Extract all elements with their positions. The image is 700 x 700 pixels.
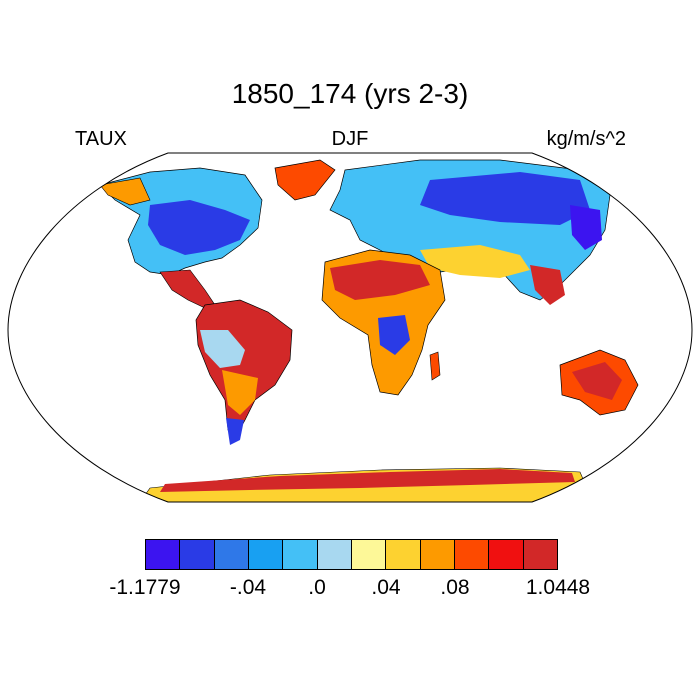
colorbar-swatch (214, 540, 249, 569)
colorbar-tick-label: -1.1779 (109, 576, 181, 599)
land-north-america-interior (148, 200, 250, 255)
units-label: kg/m/s^2 (546, 128, 626, 150)
land-antarctica-band (160, 469, 575, 492)
land-east-asia (570, 205, 602, 250)
colorbar-swatch (420, 540, 455, 569)
colorbar-swatch (180, 540, 215, 569)
colorbar-swatch (523, 540, 557, 569)
land-central-america (159, 269, 216, 309)
colorbar-tick-label: .08 (440, 576, 470, 599)
colorbar-swatch (386, 540, 421, 569)
land-alaska (99, 177, 151, 206)
colorbar-swatch (454, 540, 490, 569)
colorbar-swatch (248, 540, 284, 569)
season-label: DJF (331, 128, 369, 150)
colorbar-tick-label: -.04 (229, 576, 267, 599)
colorbar (145, 539, 558, 570)
colorbar-swatch (283, 540, 318, 569)
colorbar-swatch (317, 540, 352, 569)
map-outline (7, 152, 693, 503)
colorbar-swatch (489, 540, 524, 569)
land-asia-south (420, 245, 530, 278)
land-greenland (274, 159, 336, 201)
land-patagonia (226, 418, 244, 445)
colorbar-tick-label: .0 (308, 576, 326, 599)
colorbar-swatch (146, 540, 181, 569)
colorbar-tick-label: 1.0448 (525, 576, 591, 599)
colorbar-swatch (351, 540, 387, 569)
land-central-africa (378, 315, 410, 355)
variable-label: TAUX (75, 128, 127, 150)
land-south-america-west (200, 330, 245, 368)
colorbar-tick-label: .04 (371, 576, 401, 599)
land-southeast-asia (530, 265, 565, 305)
land-south-america-south (222, 370, 258, 415)
land-siberia (420, 172, 590, 225)
figure-title: 1850_174 (yrs 2-3) (231, 78, 469, 109)
land-sahara (330, 260, 430, 300)
land-south-america (195, 299, 293, 439)
land-australia-interior (572, 362, 622, 400)
land-madagascar (429, 351, 441, 381)
